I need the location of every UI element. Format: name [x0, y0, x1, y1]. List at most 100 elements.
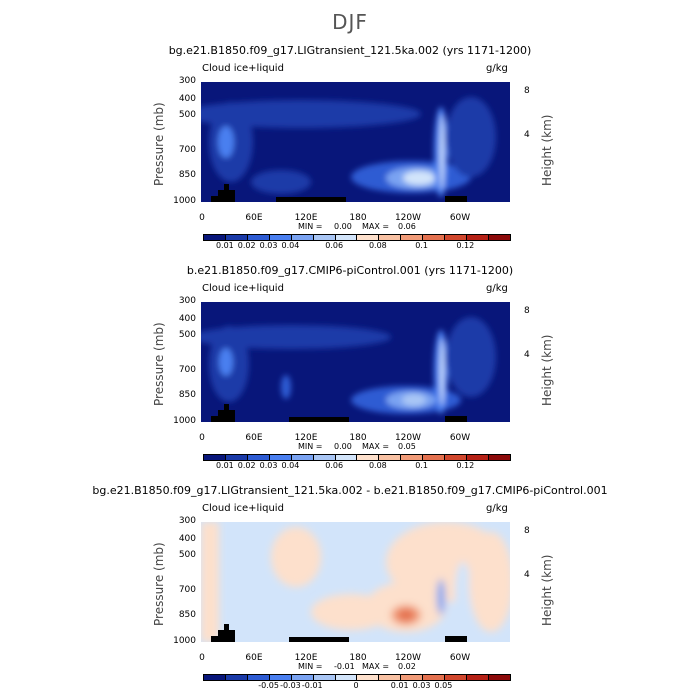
colorbar-segment [335, 675, 358, 680]
topography [289, 637, 349, 642]
colorbar-label: 0.08 [368, 461, 387, 470]
colorbar-label: 0.05 [434, 681, 453, 690]
x-tick: 60W [449, 653, 471, 663]
panel-lig: bg.e21.B1850.f09_g17.LIGtransient_121.5k… [0, 0, 700, 250]
colorbar-label: 0.12 [456, 461, 475, 470]
colorbar-segment [291, 675, 314, 680]
topography [445, 196, 467, 202]
colorbar-segment [445, 235, 468, 240]
colorbar [203, 234, 511, 241]
y-tick: 300 [178, 516, 196, 526]
y-axis-title: Pressure (mb) [152, 542, 166, 626]
min-value: 0.00 [334, 442, 352, 451]
min-value: 0.00 [334, 222, 352, 231]
min-label: MIN = [298, 662, 323, 671]
colorbar-segment [423, 235, 446, 240]
topography [211, 404, 235, 422]
y-tick: 400 [178, 314, 196, 324]
colorbar-segment [225, 455, 248, 460]
colorbar-segment [467, 455, 489, 460]
colorbar-segment [467, 235, 489, 240]
colorbar-segment [401, 235, 424, 240]
y-tick: 850 [178, 610, 196, 620]
min-value: -0.01 [334, 662, 355, 671]
x-tick: 120E [294, 653, 318, 663]
colorbar-segment [247, 675, 270, 680]
y-tick: 1000 [173, 636, 196, 646]
max-value: 0.05 [398, 442, 416, 451]
x-tick: 60E [245, 653, 263, 663]
colorbar-label: 0.03 [259, 241, 278, 250]
y-axis-title: Pressure (mb) [152, 322, 166, 406]
colorbar-segment [401, 455, 424, 460]
colorbar-segment [204, 455, 226, 460]
colorbar [203, 454, 511, 461]
colorbar-segment [291, 455, 314, 460]
x-tick: 0 [199, 653, 205, 663]
heatmap-svg [201, 522, 510, 642]
height-tick: 4 [524, 130, 530, 140]
variable-label: Cloud ice+liquid [202, 503, 284, 514]
topography [211, 184, 235, 202]
max-label: MAX = [362, 662, 390, 671]
x-tick: 120W [394, 433, 422, 443]
colorbar-label: 0.06 [325, 461, 344, 470]
colorbar-label: -0.03 [280, 681, 301, 690]
topography [211, 624, 235, 642]
colorbar-segment [445, 455, 468, 460]
colorbar-label: -0.01 [301, 681, 323, 690]
y-tick: 400 [178, 534, 196, 544]
y-tick: 400 [178, 94, 196, 104]
colorbar-segment [379, 235, 402, 240]
topography [276, 197, 346, 202]
colorbar-segment [291, 235, 314, 240]
colorbar-segment [357, 455, 380, 460]
topography [445, 636, 467, 642]
height-tick: 8 [524, 526, 530, 536]
x-tick: 180 [349, 653, 367, 663]
colorbar-segment [269, 235, 292, 240]
colorbar-segment [488, 235, 510, 240]
y-tick: 850 [178, 390, 196, 400]
colorbar-label: 0.12 [456, 241, 475, 250]
panel-title: bg.e21.B1850.f09_g17.LIGtransient_121.5k… [168, 44, 532, 57]
y-tick: 850 [178, 170, 196, 180]
colorbar-segment [357, 235, 380, 240]
colorbar-label: 0.1 [415, 241, 428, 250]
colorbar-segment [467, 675, 489, 680]
colorbar-label: 0.03 [259, 461, 278, 470]
heatmap-plot [201, 302, 510, 422]
colorbar [203, 674, 511, 681]
colorbar-segment [335, 235, 358, 240]
colorbar-label: 0.02 [237, 241, 256, 250]
y-tick: 300 [178, 296, 196, 306]
colorbar-label: 0.02 [237, 461, 256, 470]
colorbar-segment [269, 675, 292, 680]
colorbar-segment [379, 675, 402, 680]
x-tick: 60E [245, 213, 263, 223]
colorbar-label: 0.04 [281, 241, 300, 250]
colorbar-segment [357, 675, 380, 680]
y-tick: 500 [178, 110, 196, 120]
y-axis-title: Pressure (mb) [152, 102, 166, 186]
colorbar-segment [225, 675, 248, 680]
colorbar-segment [204, 675, 226, 680]
colorbar-segment [225, 235, 248, 240]
colorbar-segment [423, 675, 446, 680]
colorbar-labels: -0.05 -0.03 -0.01 0 0.01 0.03 0.05 [0, 681, 700, 693]
x-tick: 0 [199, 433, 205, 443]
colorbar-segment [445, 675, 468, 680]
colorbar-segment [335, 455, 358, 460]
x-tick: 180 [349, 433, 367, 443]
colorbar-label: 0.1 [415, 461, 428, 470]
panel-picontrol: b.e21.B1850.f09_g17.CMIP6-piControl.001 … [0, 220, 700, 470]
x-tick: 120W [394, 653, 422, 663]
heatmap-plot [201, 522, 510, 642]
colorbar-segment [313, 455, 336, 460]
colorbar-segment [247, 455, 270, 460]
y-tick: 300 [178, 76, 196, 86]
topography [445, 416, 467, 422]
panel-title: bg.e21.B1850.f09_g17.LIGtransient_121.5k… [92, 484, 608, 497]
heatmap-svg [201, 302, 510, 422]
y-tick: 1000 [173, 416, 196, 426]
